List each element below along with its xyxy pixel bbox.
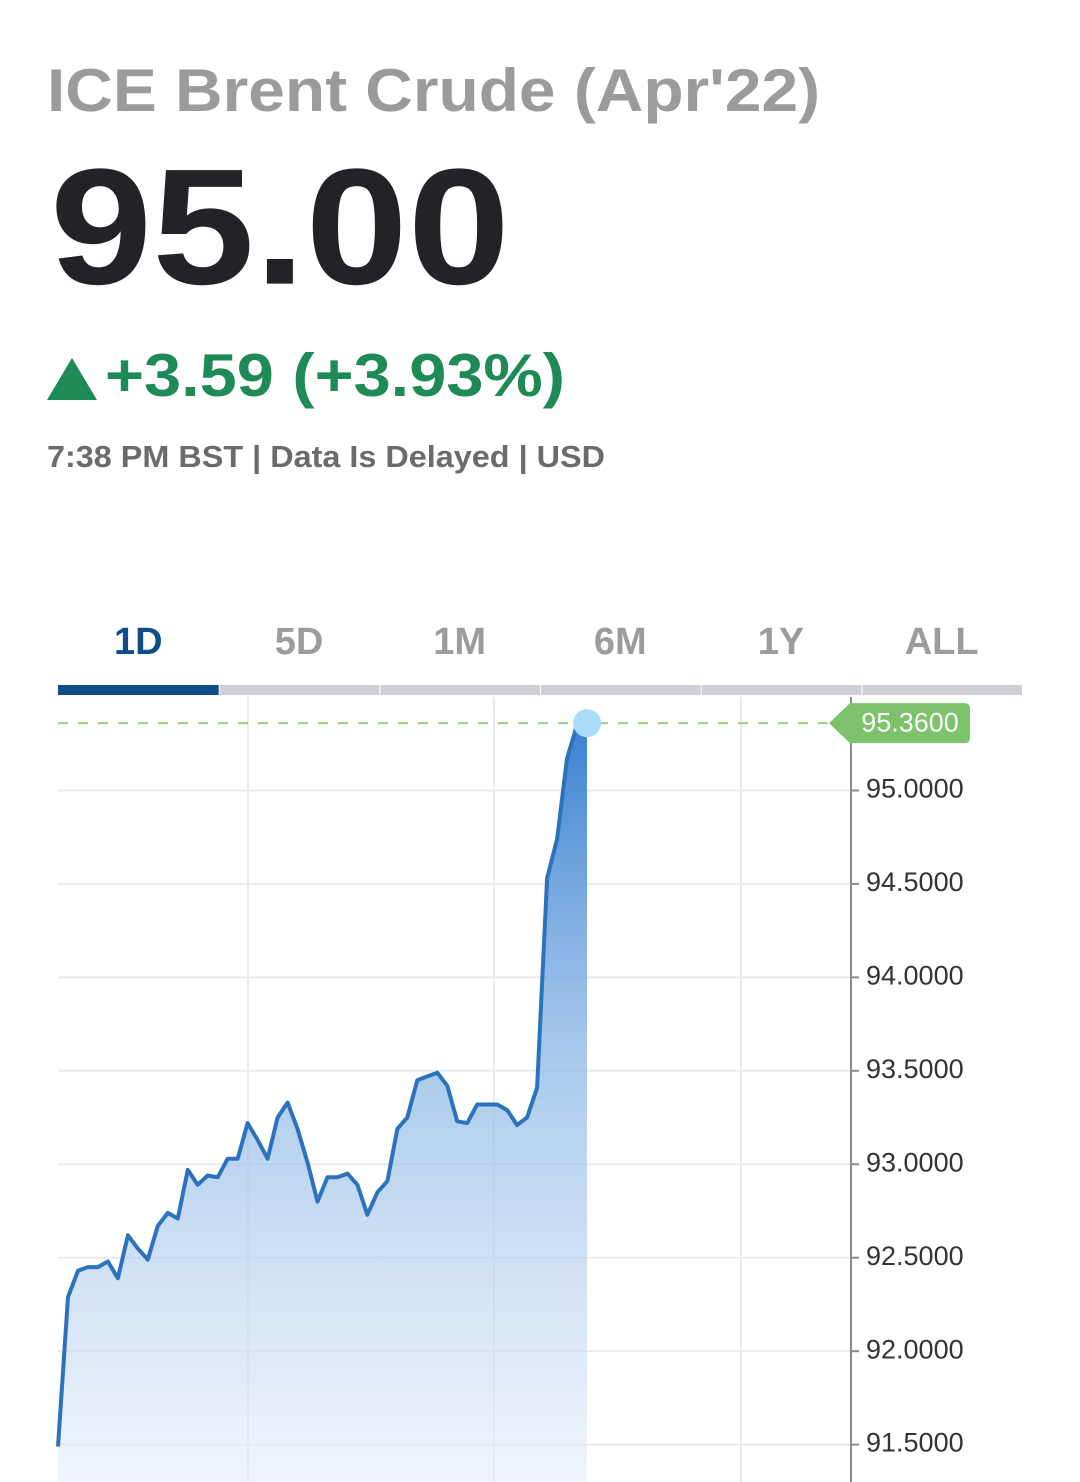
tab-indicator [219,685,380,695]
range-tabs: 1D 5D 1M 6M 1Y ALL [58,621,1022,695]
y-tick-label: 92.5000 [866,1241,964,1271]
price: 95.00 [50,135,510,319]
up-arrow [47,358,97,400]
y-tick-label: 94.0000 [866,960,964,990]
y-tick-label: 94.5000 [866,867,964,897]
tab-label[interactable]: 1Y [758,621,804,663]
tab-label[interactable]: 1D [114,621,163,663]
price-line [56,721,588,1447]
y-tick-label: 95.0000 [866,774,964,804]
price-change: +3.59 (+3.93%) [105,342,565,409]
last-price-dot [573,709,601,738]
tab-indicator [701,685,862,695]
price-area [58,723,587,1482]
tab-label[interactable]: 1M [433,621,486,663]
last-price-badge [829,703,970,744]
meta-info: 7:38 PM BST | Data Is Delayed | USD [47,439,605,474]
y-tick-label: 93.0000 [866,1147,964,1177]
last-price-label: 95.3600 [861,707,959,737]
y-tick-label: 93.5000 [866,1054,964,1084]
tab-indicator [862,685,1022,695]
tab-indicator [541,685,701,695]
chart: 95.0000 94.5000 94.0000 93.5000 93.0000 92.50… [56,697,970,1482]
instrument-title: ICE Brent Crude (Apr'22) [47,57,820,124]
tab-indicator [380,685,540,695]
tab-label[interactable]: 5D [275,621,324,663]
tab-label[interactable]: 6M [594,621,647,663]
tab-indicator-active [58,685,219,695]
y-tick-label: 92.0000 [866,1334,964,1364]
tab-label[interactable]: ALL [905,621,979,663]
y-tick-label: 91.5000 [866,1428,964,1458]
